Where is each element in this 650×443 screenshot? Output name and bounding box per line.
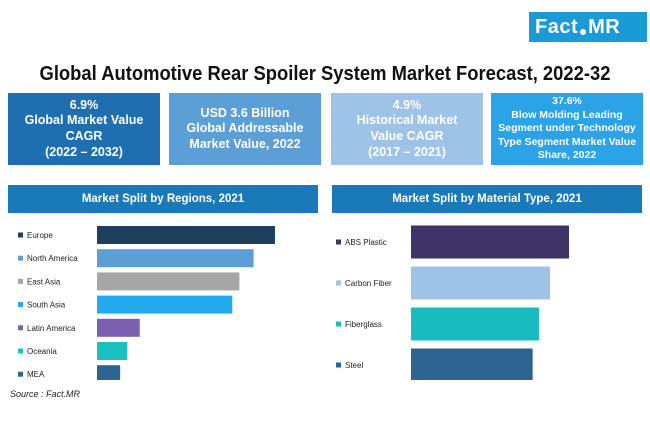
legend-swatch-steel: [336, 362, 341, 368]
material-chart-title: Market Split by Material Type, 2021: [332, 185, 642, 213]
legend-swatch-east-asia: [18, 278, 23, 284]
kpi-line: 4.9%: [392, 97, 422, 112]
legend-swatch-fiberglass: [336, 321, 341, 327]
legend-swatch-oceania: [18, 348, 23, 354]
bar-south-asia: [97, 295, 233, 314]
legend-swatch-north-america: [18, 255, 23, 261]
kpi-line: (2017 – 2021): [368, 144, 446, 159]
kpi-line: 37.6%: [552, 94, 582, 107]
legend-label-steel: Steel: [345, 361, 363, 370]
bar-carbon-fiber: [411, 266, 551, 300]
bar-oceania: [97, 342, 128, 360]
bar-europe: [97, 226, 275, 244]
legend-swatch-abs-plastic: [336, 239, 341, 245]
bar-north-america: [97, 249, 254, 268]
bar-fiberglass: [411, 307, 539, 341]
regions-chart-title: Market Split by Regions, 2021: [8, 185, 318, 213]
kpi-line: Type Segment Market Value: [497, 135, 637, 148]
kpi-line: Global Market Value: [24, 113, 144, 128]
legend-label-fiberglass: Fiberglass: [345, 320, 382, 329]
legend-label-abs-plastic: ABS Plastic: [345, 238, 387, 247]
kpi-line: Market Value, 2022: [189, 136, 301, 151]
bar-steel: [411, 348, 533, 380]
bar-latin-america: [97, 318, 140, 337]
logo-text-mr: MR: [588, 15, 621, 38]
kpi-line: Global Addressable: [186, 121, 304, 136]
legend-label-mea: MEA: [27, 370, 45, 379]
page-title: Global Automotive Rear Spoiler System Ma…: [39, 63, 611, 85]
kpi-line: Share, 2022: [537, 149, 597, 162]
logo-text-fact: Fact: [535, 15, 579, 38]
kpi-line: Historical Market: [356, 113, 458, 128]
kpi-line: Segment under Technology: [498, 122, 636, 135]
kpi-line: Blow Molding Leading: [511, 108, 623, 121]
legend-label-north-america: North America: [27, 254, 78, 263]
kpi-card-global-cagr: 6.9% Global Market Value CAGR (2022 – 20…: [8, 93, 160, 165]
kpi-card-segment-share: 37.6% Blow Molding Leading Segment under…: [491, 93, 643, 165]
legend-label-latin-america: Latin America: [27, 324, 76, 333]
kpi-line: Value CAGR: [370, 129, 444, 143]
legend-label-east-asia: East Asia: [27, 277, 61, 286]
legend-label-europe: Europe: [27, 231, 53, 240]
legend-swatch-europe: [18, 232, 23, 238]
legend-label-carbon-fiber: Carbon Fiber: [345, 279, 392, 288]
legend-label-oceania: Oceania: [27, 347, 57, 356]
legend-label-south-asia: South Asia: [27, 301, 66, 310]
kpi-line: (2022 – 2032): [45, 144, 123, 159]
legend-swatch-carbon-fiber: [336, 280, 341, 286]
legend-swatch-latin-america: [18, 325, 23, 331]
kpi-line: USD 3.6 Billion: [200, 105, 290, 120]
kpi-line: CAGR: [65, 129, 103, 143]
bar-abs-plastic: [411, 225, 569, 259]
regions-bar-chart: Europe North America East Asia South Asia La…: [18, 226, 275, 380]
legend-swatch-south-asia: [18, 302, 23, 308]
factmr-logo: Fact MR: [529, 12, 647, 42]
kpi-card-historical-cagr: 4.9% Historical Market Value CAGR (2017 …: [331, 93, 483, 165]
material-bar-chart: ABS Plastic Carbon Fiber Fiberglass Steel: [336, 225, 569, 380]
source-note: Source : Fact.MR: [10, 389, 81, 399]
kpi-card-market-value: USD 3.6 Billion Global Addressable Marke…: [169, 93, 321, 165]
legend-swatch-mea: [18, 371, 23, 377]
bar-mea: [97, 365, 121, 380]
logo-dot: [580, 29, 587, 35]
bar-east-asia: [97, 272, 240, 291]
kpi-line: 6.9%: [69, 97, 99, 112]
